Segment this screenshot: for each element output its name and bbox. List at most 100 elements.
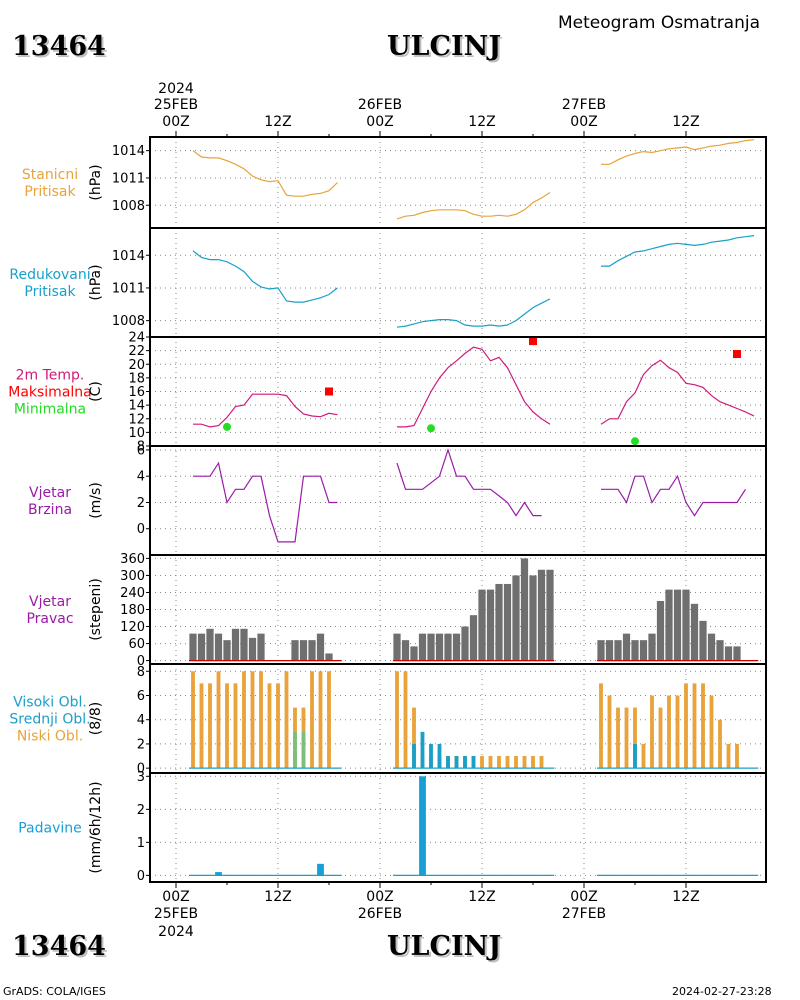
series-line [193, 393, 338, 428]
bottom-time-label: 00Z [570, 889, 597, 905]
bar [631, 640, 639, 661]
y-tick-label: 1014 [112, 144, 145, 159]
bar [675, 695, 680, 769]
y-tick-label: 0 [137, 869, 145, 884]
bar [497, 756, 501, 769]
bar [225, 683, 229, 769]
bar [707, 633, 716, 661]
y-tick-label: 20 [128, 358, 145, 373]
bar [614, 640, 622, 661]
top-time-label: 00Z [570, 114, 597, 130]
station-name-top: ULCINJ [387, 31, 502, 62]
bar [452, 633, 461, 661]
panel-label: Vjetar [29, 485, 71, 501]
bar [437, 743, 442, 769]
panel-unit: (hPa) [88, 164, 104, 200]
product-title: Meteogram Osmatranja [558, 13, 761, 33]
y-tick-label: 24 [128, 331, 145, 346]
y-tick-label: 60 [128, 637, 145, 652]
y-tick-label: 1014 [112, 249, 145, 264]
bar [522, 756, 527, 769]
y-tick-label: 10 [128, 426, 145, 441]
y-tick-label: 0 [137, 522, 145, 537]
bar [240, 628, 248, 661]
bar [327, 671, 331, 769]
panel-label: Stanicni [22, 167, 78, 183]
bar [699, 620, 707, 661]
bar [469, 615, 478, 661]
panel-label: Pritisak [24, 284, 76, 300]
y-tick-label: 1008 [112, 199, 145, 214]
y-tick-label: 14 [128, 399, 145, 414]
panel-label: Brzina [28, 502, 72, 518]
series-line [396, 191, 551, 220]
y-tick-label: 16 [128, 385, 145, 400]
bar [529, 575, 537, 661]
y-tick-label: 18 [128, 371, 145, 386]
bar [191, 671, 195, 769]
bar [701, 683, 705, 769]
bar [650, 695, 654, 769]
bar [503, 583, 512, 661]
bar [624, 707, 629, 769]
bar [633, 707, 637, 769]
bar [410, 646, 418, 661]
y-tick-label: 1008 [112, 314, 145, 329]
y-tick-label: 1011 [112, 281, 145, 296]
bottom-time-label: 12Z [264, 889, 291, 905]
bar [248, 637, 257, 661]
bar [318, 671, 323, 769]
y-tick-label: 360 [120, 552, 145, 567]
bar [250, 671, 255, 769]
series-line [192, 250, 338, 303]
panel-unit: (m/s) [88, 482, 104, 519]
bottom-time-label: 00Z [366, 889, 393, 905]
min-temp-marker [427, 424, 435, 433]
max-temp-marker [529, 337, 537, 346]
bar [208, 683, 212, 769]
bottom-time-label: 12Z [672, 889, 699, 905]
y-tick-label: 180 [120, 603, 145, 618]
bar [233, 683, 238, 769]
y-tick-label: 6 [137, 689, 145, 704]
bar [665, 589, 673, 661]
panel-unit: (stepeni) [88, 578, 104, 641]
bar [667, 695, 671, 769]
bar [412, 707, 416, 769]
bar [301, 731, 306, 769]
station-id-top: 13464 [12, 31, 106, 62]
bar [206, 628, 214, 661]
series-line [397, 346, 551, 428]
bar [435, 633, 444, 661]
bar [429, 743, 433, 769]
plot-timestamp: 2024-02-27-23:28 [672, 985, 772, 998]
bar [325, 653, 333, 661]
bar [684, 683, 688, 769]
panel-label: Niski Obl. [17, 729, 83, 745]
bar [223, 640, 231, 661]
bar [446, 756, 450, 769]
panel-label: Maksimalna [8, 385, 92, 401]
bar [293, 731, 297, 769]
bar [735, 743, 739, 769]
bar [716, 640, 724, 661]
bar [420, 731, 425, 769]
y-tick-label: 0 [137, 654, 145, 669]
bar [648, 633, 656, 661]
bar [599, 683, 603, 769]
bar [276, 683, 280, 769]
y-tick-label: 2 [137, 737, 145, 752]
bar [401, 640, 410, 661]
y-tick-label: 300 [120, 569, 145, 584]
bar [726, 743, 731, 769]
bar [478, 589, 486, 661]
bar [454, 756, 459, 769]
y-tick-label: 1 [137, 836, 145, 851]
bottom-time-label: 12Z [468, 889, 495, 905]
panel-unit: (C) [88, 381, 104, 402]
top-time-label: 27FEB [562, 97, 606, 113]
bar [709, 695, 714, 769]
bar [658, 707, 663, 769]
bar [257, 633, 265, 661]
panel-label: Pravac [26, 611, 73, 627]
